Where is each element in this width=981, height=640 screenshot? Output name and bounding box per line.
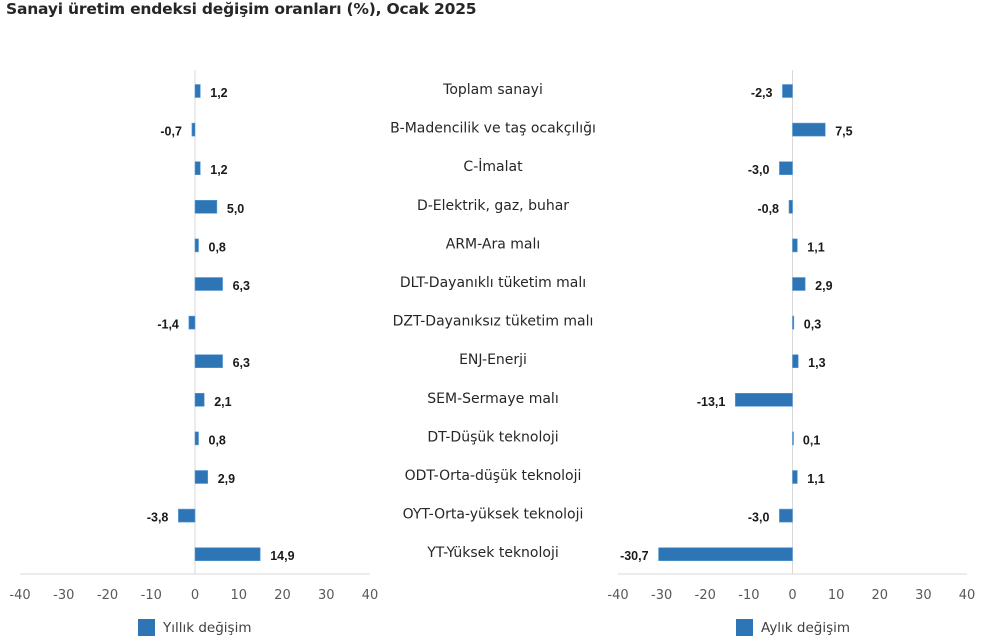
annual-x-tick-label: -30 (53, 588, 74, 603)
monthly-bar (792, 122, 826, 137)
category-label: SEM-Sermaye malı (427, 391, 558, 407)
monthly-bar (792, 431, 794, 446)
monthly-data-label: 0,3 (804, 318, 821, 332)
category-label: ENJ-Enerji (459, 352, 527, 368)
annual-data-label: -0,7 (160, 125, 182, 139)
annual-data-label: 2,9 (218, 472, 235, 486)
chart-title: Sanayi üretim endeksi değişim oranları (… (6, 0, 477, 18)
annual-bar (194, 161, 201, 175)
annual-x-tick-label: -40 (9, 588, 30, 603)
monthly-bar (788, 200, 793, 214)
annual-bar (194, 470, 208, 484)
monthly-data-label: -3,0 (748, 511, 770, 525)
annual-bar (194, 354, 223, 369)
monthly-data-label: -0,8 (757, 202, 779, 216)
category-labels: Toplam sanayi B-Madencilik ve taş ocakçıl… (390, 82, 596, 561)
category-label: C-İmalat (463, 157, 523, 175)
monthly-data-label: 0,1 (803, 433, 820, 447)
category-label: DZT-Dayanıksız tüketim malı (393, 314, 594, 330)
monthly-data-label: 2,9 (815, 279, 832, 293)
category-label: B-Madencilik ve taş ocakçılığı (390, 121, 596, 137)
annual-x-tick-label: 40 (362, 588, 379, 603)
monthly-x-tick-label: 40 (959, 588, 976, 603)
annual-legend-swatch (138, 619, 155, 636)
monthly-data-label: 7,5 (835, 125, 852, 139)
monthly-x-tick-label: -20 (695, 588, 716, 603)
monthly-x-tick-label: 10 (828, 588, 845, 603)
annual-x-tick-label: 10 (230, 588, 247, 603)
annual-data-label: 14,9 (270, 549, 294, 563)
annual-change-chart: -40 -30 -20 -10 0 10 20 30 40 1,2 -0,7 1,2 5,0 0,8 6,3… (9, 70, 378, 636)
annual-bar (188, 315, 196, 330)
annual-bar (194, 277, 223, 291)
monthly-data-label: -2,3 (751, 86, 773, 100)
annual-data-label: 1,2 (210, 86, 227, 100)
monthly-legend-label: Aylık değişim (761, 620, 850, 636)
annual-bar (178, 508, 196, 523)
monthly-bar (792, 277, 806, 291)
annual-bar (194, 431, 199, 446)
monthly-x-tick-label: -40 (607, 588, 628, 603)
monthly-bar (792, 238, 798, 253)
annual-x-tick-label: -20 (97, 588, 118, 603)
monthly-bar (779, 161, 793, 175)
annual-data-label: 6,3 (233, 279, 250, 293)
annual-bar (194, 238, 199, 253)
category-label: ODT-Orta-düşük teknoloji (405, 468, 582, 484)
annual-bar (194, 547, 261, 562)
monthly-x-tick-label: -30 (651, 588, 672, 603)
annual-x-tick-label: 20 (274, 588, 291, 603)
annual-data-label: 0,8 (209, 433, 226, 447)
annual-data-label: 1,2 (210, 163, 227, 177)
monthly-x-tick-label: 20 (871, 588, 888, 603)
monthly-data-label: 1,3 (808, 356, 825, 370)
monthly-bar (792, 470, 798, 484)
category-label: D-Elektrik, gaz, buhar (417, 198, 569, 214)
monthly-bar (792, 354, 799, 369)
annual-data-label: -3,8 (147, 511, 169, 525)
monthly-data-label: -30,7 (620, 549, 649, 563)
category-label: ARM-Ara malı (446, 236, 541, 252)
monthly-bar (779, 508, 793, 523)
monthly-change-chart: -40 -30 -20 -10 0 10 20 30 40 -2,3 7,5 -3,0 -0,8 1,1 2… (607, 70, 975, 636)
monthly-bar (735, 392, 793, 407)
annual-bar (191, 122, 196, 137)
annual-data-label: 0,8 (209, 240, 226, 254)
category-label: Toplam sanayi (442, 82, 543, 98)
annual-x-tick-label: 0 (191, 588, 199, 603)
annual-x-tick-label: -10 (141, 588, 162, 603)
annual-data-label: 2,1 (214, 395, 231, 409)
annual-bar (194, 392, 205, 407)
monthly-bar (658, 547, 793, 562)
monthly-legend-swatch (736, 619, 753, 636)
monthly-x-tick-label: 0 (788, 588, 796, 603)
category-label: OYT-Orta-yüksek teknoloji (403, 507, 584, 523)
monthly-x-tick-label: 30 (915, 588, 932, 603)
monthly-data-label: -13,1 (697, 395, 726, 409)
annual-data-label: 6,3 (233, 356, 250, 370)
annual-data-label: -1,4 (157, 318, 179, 332)
category-label: DLT-Dayanıklı tüketim malı (400, 275, 586, 291)
monthly-data-label: -3,0 (748, 163, 770, 177)
monthly-bar (792, 315, 795, 330)
monthly-x-tick-label: -10 (738, 588, 759, 603)
annual-legend-label: Yıllık değişim (162, 620, 252, 636)
monthly-bar (782, 84, 793, 98)
monthly-data-label: 1,1 (807, 472, 824, 486)
category-label: DT-Düşük teknoloji (427, 429, 558, 445)
monthly-data-label: 1,1 (807, 240, 824, 254)
category-label: YT-Yüksek teknoloji (426, 545, 558, 561)
annual-data-label: 5,0 (227, 202, 244, 216)
annual-x-tick-label: 30 (318, 588, 335, 603)
annual-bar (194, 200, 218, 214)
annual-bar (194, 84, 201, 98)
